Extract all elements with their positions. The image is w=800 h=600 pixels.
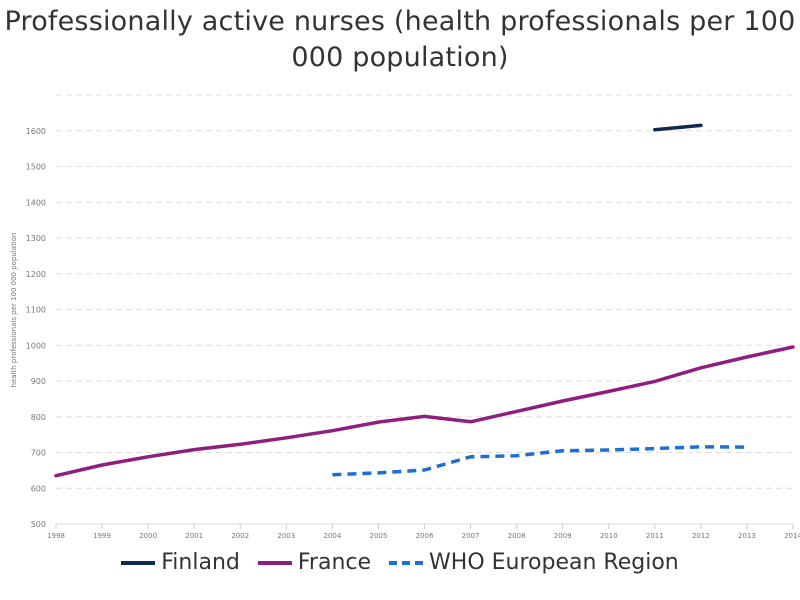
y-tick-labels: 500 600 700 800 900 1000 1100 1200 1300 1400 1500 1… [26, 127, 46, 529]
x-tick-label: 2002 [231, 532, 249, 540]
x-tick-labels: 1998 1999 2000 2001 2002 2003 2004 2005 2006 2007… [47, 524, 800, 540]
x-tick-label: 2005 [370, 532, 388, 540]
legend-item[interactable]: Finland [121, 550, 240, 575]
series-lines [54, 123, 795, 478]
series-line-france [54, 345, 795, 478]
series-line-who-european-region [332, 445, 747, 477]
x-tick-label: 2004 [323, 532, 341, 540]
x-tick-label: 2000 [139, 532, 157, 540]
x-tick-label: 1998 [47, 532, 65, 540]
y-tick-label: 800 [31, 413, 46, 422]
x-tick-label: 1999 [93, 532, 111, 540]
legend-label: WHO European Region [429, 550, 679, 575]
y-tick-label: 700 [31, 449, 46, 458]
legend-swatch [121, 560, 156, 565]
legend-label: France [297, 550, 372, 575]
x-tick-label: 2011 [646, 532, 664, 540]
y-tick-label: 1300 [26, 234, 46, 243]
x-tick-label: 2007 [462, 532, 480, 540]
x-tick-label: 2001 [185, 532, 203, 540]
x-tick-label: 2013 [738, 532, 756, 540]
grid-lines [56, 94, 793, 525]
y-tick-label: 1200 [26, 270, 46, 279]
legend-item[interactable]: WHO European Region [389, 550, 679, 575]
y-tick-label: 900 [31, 377, 46, 386]
legend-label: Finland [161, 550, 240, 575]
y-tick-label: 600 [31, 484, 46, 493]
legend-item[interactable]: France [257, 550, 372, 575]
chart-title: Professionally active nurses (health pro… [4, 6, 796, 73]
x-tick-label: 2008 [508, 532, 526, 540]
line-chart: 500 600 700 800 900 1000 1100 1200 1300 1400 1500 1… [10, 94, 800, 540]
y-tick-label: 500 [31, 520, 46, 529]
y-tick-label: 1600 [26, 127, 46, 136]
x-tick-label: 2012 [692, 532, 710, 540]
x-tick-label: 2009 [554, 532, 572, 540]
y-tick-label: 1100 [26, 306, 46, 315]
y-tick-label: 1000 [26, 341, 46, 350]
legend-swatch [389, 560, 424, 565]
x-tick-label: 2014 [784, 532, 800, 540]
x-tick-label: 2010 [600, 532, 618, 540]
legend-swatch [257, 560, 292, 565]
y-tick-label: 1400 [26, 198, 46, 207]
y-tick-label: 1500 [26, 163, 46, 172]
series-line-finland [653, 123, 703, 132]
legend: Finland France WHO European Region [0, 550, 800, 575]
x-tick-label: 2006 [416, 532, 434, 540]
y-axis-label: health professionals per 100 000 populat… [10, 233, 18, 388]
x-tick-label: 2003 [277, 532, 295, 540]
